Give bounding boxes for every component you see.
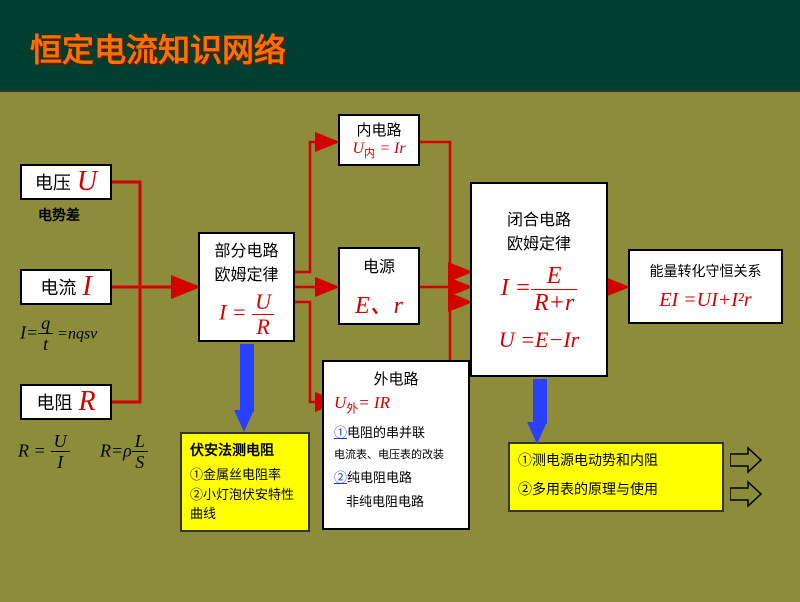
outer-line3: ②纯电阻电路 <box>334 467 412 486</box>
outer-line1: ①电阻的串并联 <box>334 422 425 441</box>
blue-arrow-left-head <box>234 410 254 432</box>
ybox-left-l2: ②小灯泡伏安特性曲线 <box>190 485 300 524</box>
formula-rrho: R=ρLS <box>100 432 148 471</box>
source-box: 电源 E、r <box>338 247 420 325</box>
yellow-box-left: 伏安法测电阻 ①金属丝电阻率 ②小灯泡伏安特性曲线 <box>180 432 310 532</box>
ybox-left-title: 伏安法测电阻 <box>190 440 300 461</box>
closed-ohm-u: U =E−Ir <box>499 327 579 353</box>
outer-circuit-formula: U外= IR <box>334 393 390 416</box>
partial-ohm-line1: 部分电路 <box>214 237 278 261</box>
formula-iqt: I=qt =nqsv <box>20 314 97 353</box>
energy-formula: EI =UI+I²r <box>659 289 751 312</box>
inner-circuit-formula: U内 = Ir <box>352 140 405 161</box>
outer-circuit-label: 外电路 <box>373 368 418 389</box>
hollow-arrow-2 <box>730 480 762 508</box>
current-label: 电流 <box>40 274 76 300</box>
voltage-symbol: U <box>77 166 97 198</box>
yellow-box-right: ①测电源电动势和内阻 ②多用表的原理与使用 <box>508 442 724 512</box>
ybox-left-l1: ①金属丝电阻率 <box>190 465 300 485</box>
resistance-label: 电阻 <box>36 389 72 415</box>
blue-arrow-right-head <box>527 422 547 444</box>
energy-label: 能量转化守恒关系 <box>650 261 762 281</box>
resistance-box: 电阻 R <box>20 384 112 420</box>
closed-ohm-box: 闭合电路 欧姆定律 I =ER+r U =E−Ir <box>470 182 608 377</box>
diagram-area: 电压 U 电势差 电流 I I=qt =nqsv 电阻 R R = UI R=ρ… <box>0 90 800 600</box>
partial-ohm-formula: I = UR <box>219 291 274 338</box>
outer-line2: 电流表、电压表的改装 <box>334 446 444 462</box>
hollow-arrow-1 <box>730 446 762 474</box>
closed-ohm-line2: 欧姆定律 <box>507 230 571 254</box>
voltage-box: 电压 U <box>20 164 112 200</box>
formula-rui: R = UI <box>18 432 70 471</box>
inner-circuit-label: 内电路 <box>356 119 401 140</box>
ybox-right-l2: ②多用表的原理与使用 <box>518 479 714 500</box>
outer-circuit-box: 外电路 U外= IR ①电阻的串并联 电流表、电压表的改装 ②纯电阻电路 非纯电… <box>322 360 470 530</box>
source-label: 电源 <box>363 253 395 277</box>
current-box: 电流 I <box>20 269 112 305</box>
partial-ohm-box: 部分电路 欧姆定律 I = UR <box>198 232 295 342</box>
inner-circuit-box: 内电路 U内 = Ir <box>338 114 420 166</box>
energy-box: 能量转化守恒关系 EI =UI+I²r <box>628 249 783 324</box>
outer-line4: 非纯电阻电路 <box>346 491 424 510</box>
blue-arrow-right-stem <box>533 379 547 424</box>
voltage-label: 电压 <box>35 169 71 195</box>
blue-arrow-left-stem <box>240 344 254 412</box>
title-bar: 恒定电流知识网络 <box>0 0 800 90</box>
voltage-sublabel: 电势差 <box>38 205 80 225</box>
partial-ohm-line2: 欧姆定律 <box>214 261 278 285</box>
resistance-symbol: R <box>78 386 95 418</box>
closed-ohm-line1: 闭合电路 <box>507 206 571 230</box>
ybox-right-l1: ①测电源电动势和内阻 <box>518 450 714 471</box>
current-symbol: I <box>82 271 91 303</box>
closed-ohm-i: I =ER+r <box>501 264 577 315</box>
page-title: 恒定电流知识网络 <box>30 32 286 68</box>
source-formula: E、r <box>355 285 403 320</box>
